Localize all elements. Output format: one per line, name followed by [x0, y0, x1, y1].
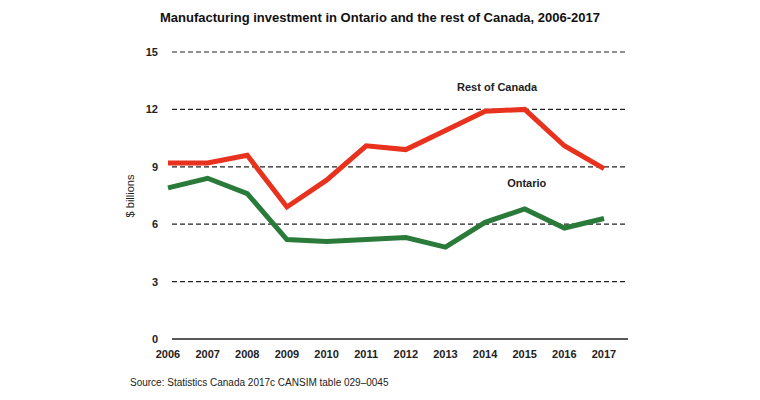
x-tick-label: 2016 [552, 348, 576, 360]
x-tick-label: 2007 [195, 348, 219, 360]
y-tick-label: 15 [146, 46, 158, 58]
x-tick-label: 2015 [512, 348, 536, 360]
series-label: Rest of Canada [457, 81, 538, 93]
x-tick-label: 2011 [354, 348, 378, 360]
x-tick-label: 2008 [235, 348, 259, 360]
y-tick-label: 9 [152, 161, 158, 173]
x-tick-label: 2014 [473, 348, 498, 360]
series-line [168, 109, 604, 207]
chart: Manufacturing investment in Ontario and … [0, 0, 760, 400]
y-tick-label: 12 [146, 103, 158, 115]
grid-line [172, 281, 628, 282]
y-axis-label: $ billions [124, 174, 136, 217]
x-tick-label: 2013 [433, 348, 457, 360]
x-tick-label: 2010 [314, 348, 338, 360]
title: Manufacturing investment in Ontario and … [160, 10, 600, 25]
y-tick-label: 6 [152, 218, 158, 230]
x-tick-label: 2012 [394, 348, 418, 360]
y-tick-label: 0 [152, 333, 158, 345]
x-tick-label: 2009 [275, 348, 299, 360]
series-label: Ontario [507, 177, 546, 189]
plot-area [168, 109, 604, 247]
source-note: Source: Statistics Canada 2017c CANSIM t… [130, 377, 389, 388]
y-tick-label: 3 [152, 276, 158, 288]
x-tick-label: 2006 [156, 348, 180, 360]
grid-line [172, 166, 628, 167]
grid-line [172, 109, 628, 110]
x-tick-label: 2017 [592, 348, 616, 360]
x-axis-line [172, 338, 628, 340]
grid-line [172, 51, 628, 52]
